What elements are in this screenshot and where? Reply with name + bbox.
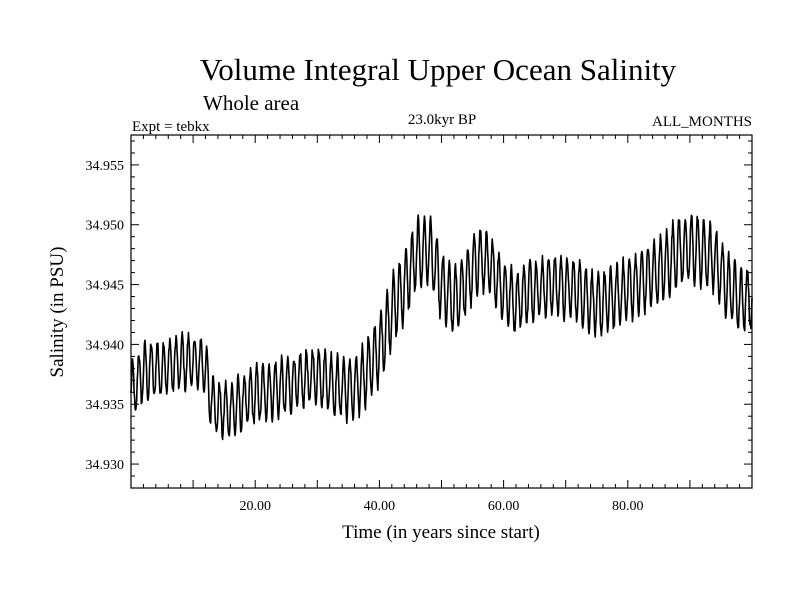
y-tick-label: 34.935 bbox=[86, 398, 125, 413]
x-tick-label: 60.00 bbox=[488, 499, 520, 514]
x-tick-label: 20.00 bbox=[239, 499, 271, 514]
period-label: 23.0kyr BP bbox=[408, 112, 476, 128]
x-tick-label: 40.00 bbox=[364, 499, 396, 514]
months-label: ALL_MONTHS bbox=[652, 114, 752, 130]
y-tick-label: 34.945 bbox=[86, 279, 125, 294]
y-tick-label: 34.955 bbox=[86, 159, 125, 174]
plot-frame bbox=[130, 134, 753, 489]
axis-tick-labels: 20.00 40.00 60.00 80.00 34.930 34.935 34.940 34… bbox=[86, 159, 644, 514]
y-axis-label: Salinity (in PSU) bbox=[47, 247, 68, 378]
y-tick-label: 34.930 bbox=[86, 458, 125, 473]
x-axis-label: Time (in years since start) bbox=[342, 522, 540, 543]
axis-ticks bbox=[131, 135, 752, 488]
y-tick-label: 34.950 bbox=[86, 219, 125, 234]
expt-label: Expt = tebkx bbox=[132, 119, 210, 135]
x-tick-label: 80.00 bbox=[612, 499, 644, 514]
chart-title: Volume Integral Upper Ocean Salinity bbox=[200, 52, 677, 87]
y-tick-label: 34.940 bbox=[86, 338, 125, 353]
chart-subtitle: Whole area bbox=[203, 91, 300, 115]
series-line-salinity bbox=[130, 214, 753, 441]
